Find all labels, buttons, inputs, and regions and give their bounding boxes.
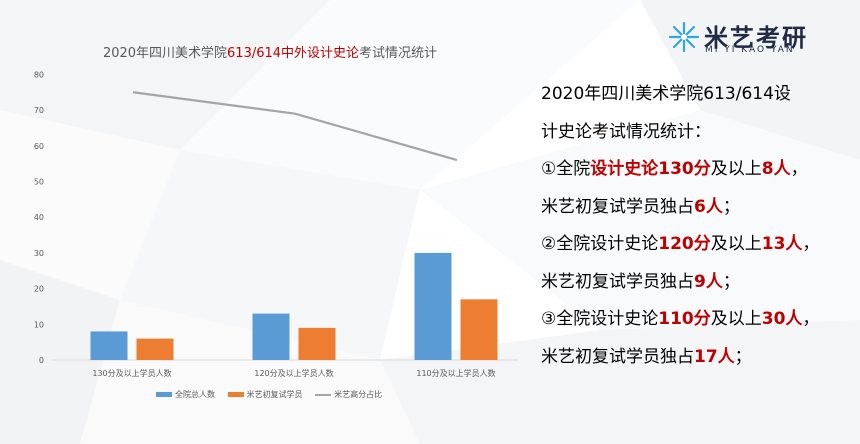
highlight-text: 17人 [694, 346, 735, 367]
description-segment: ， [802, 234, 820, 254]
highlight-text: 13人 [761, 234, 803, 254]
description-segment: ； [722, 271, 740, 292]
bar-miyi-1 [298, 327, 336, 360]
highlight-text: 设计史论130分 [590, 159, 711, 179]
description-segment: 2020年四川美术学院613/614设 [541, 84, 791, 104]
brand-logo: 米艺考研 MI YI KAO YAN [668, 18, 818, 58]
highlight-text: 8人 [761, 159, 791, 179]
legend-swatch-ratio [315, 393, 332, 396]
description-line: 米艺初复试学员独占17人； [541, 339, 841, 377]
legend-item-ratio: 米艺高分占比 [315, 389, 382, 400]
y-tick-label: 80 [34, 70, 44, 79]
highlight-text: 30人 [761, 309, 803, 329]
x-category-label: 120分及以上学员人数 [254, 368, 333, 378]
y-tick-label: 60 [34, 142, 44, 151]
legend-swatch-miyi [227, 392, 244, 397]
description-segment: ， [802, 309, 820, 329]
bar-total-2 [414, 252, 452, 360]
highlight-text: 6人 [694, 196, 723, 217]
bar-total-1 [252, 313, 290, 360]
description-text: 2020年四川美术学院613/614设 计史论考试情况统计： ①全院设计史论130分… [541, 76, 841, 376]
bar-miyi-2 [460, 299, 498, 360]
y-tick-label: 0 [39, 356, 44, 365]
description-segment: 及以上 [710, 234, 762, 254]
legend-item-total: 全院总人数 [156, 389, 215, 400]
description-line: ①全院设计史论130分及以上8人， [541, 151, 841, 189]
y-tick-label: 40 [34, 213, 44, 222]
chart-legend: 全院总人数 米艺初复试学员 米艺高分占比 [156, 389, 392, 400]
y-tick-label: 30 [34, 249, 44, 258]
description-segment: 米艺初复试学员独占 [541, 346, 694, 367]
legend-label-total: 全院总人数 [175, 390, 215, 399]
x-category-label: 110分及以上学员人数 [416, 368, 495, 378]
description-segment: 米艺初复试学员独占 [541, 196, 694, 217]
description-line: 米艺初复试学员独占6人； [541, 189, 841, 227]
description-line: ②全院设计史论120分及以上13人， [541, 226, 841, 264]
y-tick-label: 10 [34, 320, 44, 329]
bar-total-0 [90, 331, 128, 360]
description-segment: 计史论考试情况统计： [541, 121, 711, 142]
chart-title: 2020年四川美术学院613/614中外设计史论考试情况统计 [102, 46, 438, 61]
description-segment: ②全院设计史论 [541, 234, 659, 254]
line-ratio-series [132, 91, 458, 162]
legend-swatch-total [156, 392, 172, 397]
y-tick-label: 50 [34, 178, 44, 187]
logo-text-en: MI YI KAO YAN [705, 45, 795, 55]
legend-item-miyi: 米艺初复试学员 [227, 389, 303, 400]
legend-label-miyi: 米艺初复试学员 [246, 390, 303, 399]
description-segment: ①全院 [541, 159, 591, 179]
description-line: 计史论考试情况统计： [541, 114, 841, 152]
description-line: 2020年四川美术学院613/614设 [541, 76, 841, 114]
description-line: ③全院设计史论110分及以上30人， [541, 301, 841, 339]
description-segment: 及以上 [710, 309, 762, 329]
logo-text-cn: 米艺考研 [704, 24, 808, 52]
x-category-label: 130分及以上学员人数 [92, 368, 171, 378]
description-segment: ； [722, 196, 740, 217]
highlight-text: 9人 [694, 271, 723, 292]
description-segment: 及以上 [710, 159, 762, 179]
legend-label-ratio: 米艺高分占比 [334, 390, 383, 399]
description-line: 米艺初复试学员独占9人； [541, 264, 841, 302]
highlight-text: 110分 [658, 309, 711, 329]
description-segment: 米艺初复试学员独占 [541, 271, 694, 292]
snowflake-icon [668, 21, 700, 53]
bar-miyi-0 [136, 338, 174, 360]
y-tick-label: 70 [34, 106, 44, 115]
description-segment: ③全院设计史论 [541, 309, 659, 329]
y-tick-label: 20 [34, 285, 44, 294]
description-segment: ； [734, 346, 752, 367]
highlight-text: 120分 [658, 234, 711, 254]
bar-line-chart: 0 10 20 30 40 50 60 70 80 130分及以上学员人数 120分及以上学员人数… [34, 70, 518, 378]
description-segment: ， [790, 159, 808, 179]
